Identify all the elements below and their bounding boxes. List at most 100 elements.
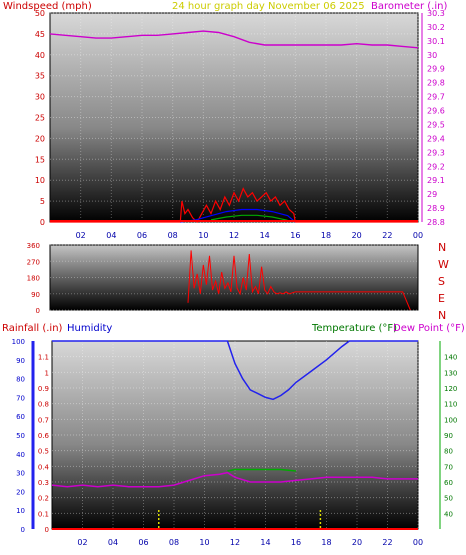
- compass-label: N: [438, 309, 446, 322]
- compass-label: S: [438, 275, 445, 288]
- wind-series-barometer: [49, 30, 419, 49]
- barometer-y-tick: 29.6: [427, 107, 445, 116]
- direction-series: [187, 250, 411, 311]
- barometer-y-tick: 29.5: [427, 120, 445, 129]
- humidity-y-tick: 70: [16, 394, 25, 402]
- wind-tick-labels: 0 5 10 15 20 25 30 35 40 45 50 28.8 28.9 29 29.1 29.2 29…: [35, 9, 445, 240]
- wind-y-tick: 50: [35, 9, 45, 18]
- rain-series-group: [51, 340, 418, 530]
- temperature-y-tick: 70: [444, 463, 453, 471]
- direction-y-tick: 180: [27, 275, 40, 283]
- direction-y-tick: 270: [27, 258, 40, 266]
- barometer-y-tick: 30.1: [427, 37, 445, 46]
- temperature-y-tick: 110: [444, 401, 457, 409]
- direction-y-tick: 0: [36, 307, 40, 315]
- temperature-y-tick: 130: [444, 369, 457, 377]
- barometer-y-tick: 28.9: [427, 204, 445, 213]
- wind-x-tick: 22: [382, 231, 392, 240]
- humidity-y-tick: 20: [16, 488, 25, 496]
- direction-series-group: [187, 250, 411, 311]
- rain-series-humidity: [52, 340, 418, 401]
- barometer-y-tick: 29.3: [427, 148, 445, 157]
- humidity-y-tick: 0: [21, 526, 25, 534]
- wind-x-tick: 02: [76, 231, 86, 240]
- barometer-y-tick: 29.1: [427, 176, 445, 185]
- rain-x-tick: 18: [321, 538, 331, 547]
- wind-x-tick: 00: [413, 231, 423, 240]
- rain-y-tick: 0.1: [38, 510, 49, 518]
- rain-x-tick: 22: [382, 538, 392, 547]
- rain-plot-area: [51, 340, 419, 530]
- wind-series-wind-average: [180, 208, 296, 223]
- rain-x-tick: 14: [260, 538, 270, 547]
- wind-y-tick: 20: [35, 134, 45, 143]
- wind-y-tick: 15: [35, 155, 45, 164]
- wind-x-tick: 14: [260, 231, 270, 240]
- wind-x-tick: 20: [352, 231, 362, 240]
- barometer-axis-title: Barometer (.in): [371, 1, 447, 12]
- barometer-y-tick: 29: [427, 190, 437, 199]
- chart-title: 24 hour graph day November 06 2025: [172, 1, 365, 12]
- rain-y-tick: 0.9: [38, 385, 49, 393]
- barometer-y-tick: 29.9: [427, 65, 445, 74]
- wind-series-windspeed: [50, 187, 418, 223]
- wind-x-tick: 06: [137, 231, 147, 240]
- wind-y-tick: 5: [40, 197, 45, 206]
- rain-x-tick: 04: [108, 538, 118, 547]
- barometer-y-tick: 29.4: [427, 134, 445, 143]
- rain-x-tick: 08: [169, 538, 179, 547]
- rain-y-tick: 1.1: [38, 354, 49, 362]
- rain-y-tick: 0: [45, 526, 49, 534]
- wind-series-group: [49, 30, 419, 223]
- rain-x-tick: 12: [230, 538, 240, 547]
- wind-y-tick: 30: [35, 93, 45, 102]
- rain-y-tick: 0.5: [38, 448, 49, 456]
- compass-label: W: [438, 258, 449, 271]
- temperature-y-tick: 60: [444, 479, 453, 487]
- wind-x-tick: 04: [106, 231, 116, 240]
- rain-y-tick: 1: [45, 369, 49, 377]
- rain-x-tick: 20: [352, 538, 362, 547]
- temperature-y-tick: 100: [444, 416, 457, 424]
- barometer-y-tick: 30.3: [427, 9, 445, 18]
- rain-tick-labels: 0 0.1 0.2 0.3 0.4 0.5 0.6 0.7 0.8 0.9 1 1.1 0 10 20 30 4…: [12, 338, 458, 547]
- barometer-y-tick: 30: [427, 51, 437, 60]
- wind-y-tick: 35: [35, 72, 45, 81]
- wind-x-tick: 16: [290, 231, 300, 240]
- temperature-y-tick: 140: [444, 354, 457, 362]
- direction-y-tick: 90: [31, 291, 40, 299]
- rain-x-tick: 02: [77, 538, 87, 547]
- humidity-y-tick: 30: [16, 470, 25, 478]
- rainfall-axis-title: Rainfall (.in): [2, 323, 63, 334]
- wind-y-tick: 0: [40, 218, 45, 227]
- wind-x-tick: 08: [168, 231, 178, 240]
- rain-series-dew-point: [51, 471, 418, 488]
- humidity-y-tick: 100: [12, 338, 25, 346]
- compass-label: N: [438, 241, 446, 254]
- rain-x-tick: 16: [291, 538, 301, 547]
- temperature-y-tick: 120: [444, 385, 457, 393]
- humidity-y-tick: 90: [16, 357, 25, 365]
- rain-y-tick: 0.3: [38, 479, 49, 487]
- humidity-axis-title: Humidity: [67, 323, 112, 334]
- barometer-y-tick: 29.8: [427, 79, 445, 88]
- wind-x-tick: 10: [198, 231, 208, 240]
- rain-series-temperature: [227, 468, 297, 472]
- humidity-y-tick: 80: [16, 376, 25, 384]
- wind-y-tick: 45: [35, 30, 45, 39]
- barometer-y-tick: 29.7: [427, 93, 445, 102]
- rain-y-tick: 0.8: [38, 401, 49, 409]
- temperature-y-tick: 50: [444, 495, 453, 503]
- humidity-y-tick: 10: [16, 507, 25, 515]
- wind-y-tick: 25: [35, 114, 45, 123]
- rain-y-tick: 0.2: [38, 495, 49, 503]
- rain-grid: [52, 341, 419, 530]
- compass-label: E: [438, 292, 445, 305]
- rain-x-tick: 06: [138, 538, 148, 547]
- rain-y-tick: 0.6: [38, 432, 50, 440]
- wind-plot-area: [49, 12, 419, 223]
- barometer-y-tick: 30.2: [427, 23, 445, 32]
- temperature-y-tick: 80: [444, 448, 453, 456]
